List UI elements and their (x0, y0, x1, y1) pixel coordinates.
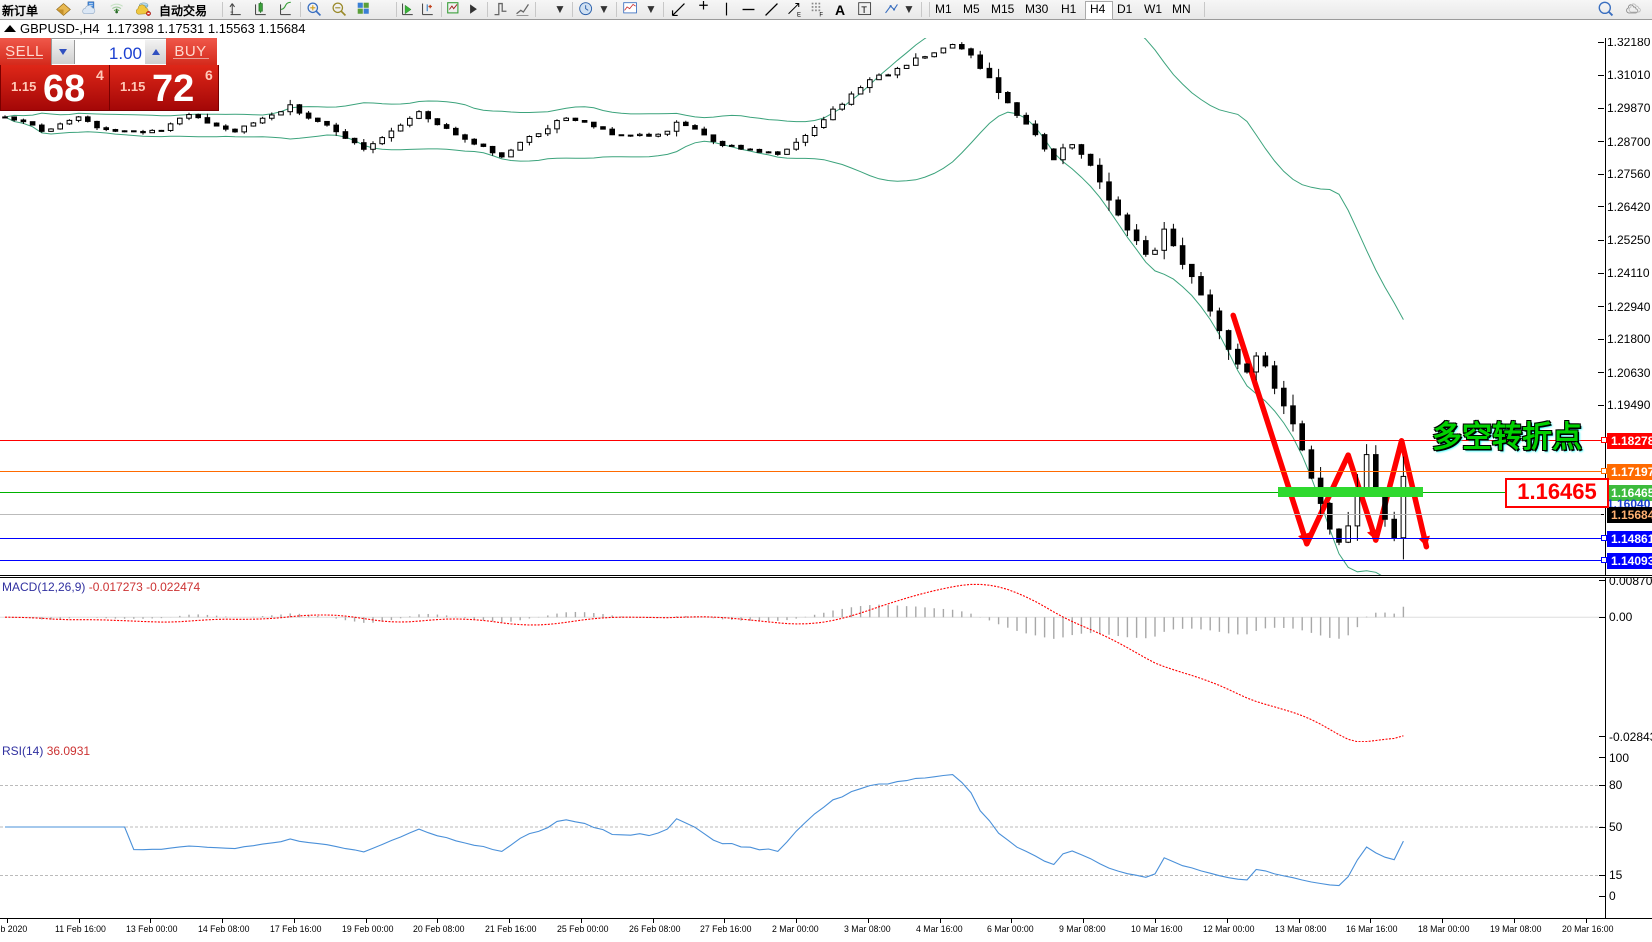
svg-text:T: T (861, 5, 867, 15)
svg-text:E: E (797, 12, 801, 18)
svg-text:F: F (819, 12, 823, 18)
